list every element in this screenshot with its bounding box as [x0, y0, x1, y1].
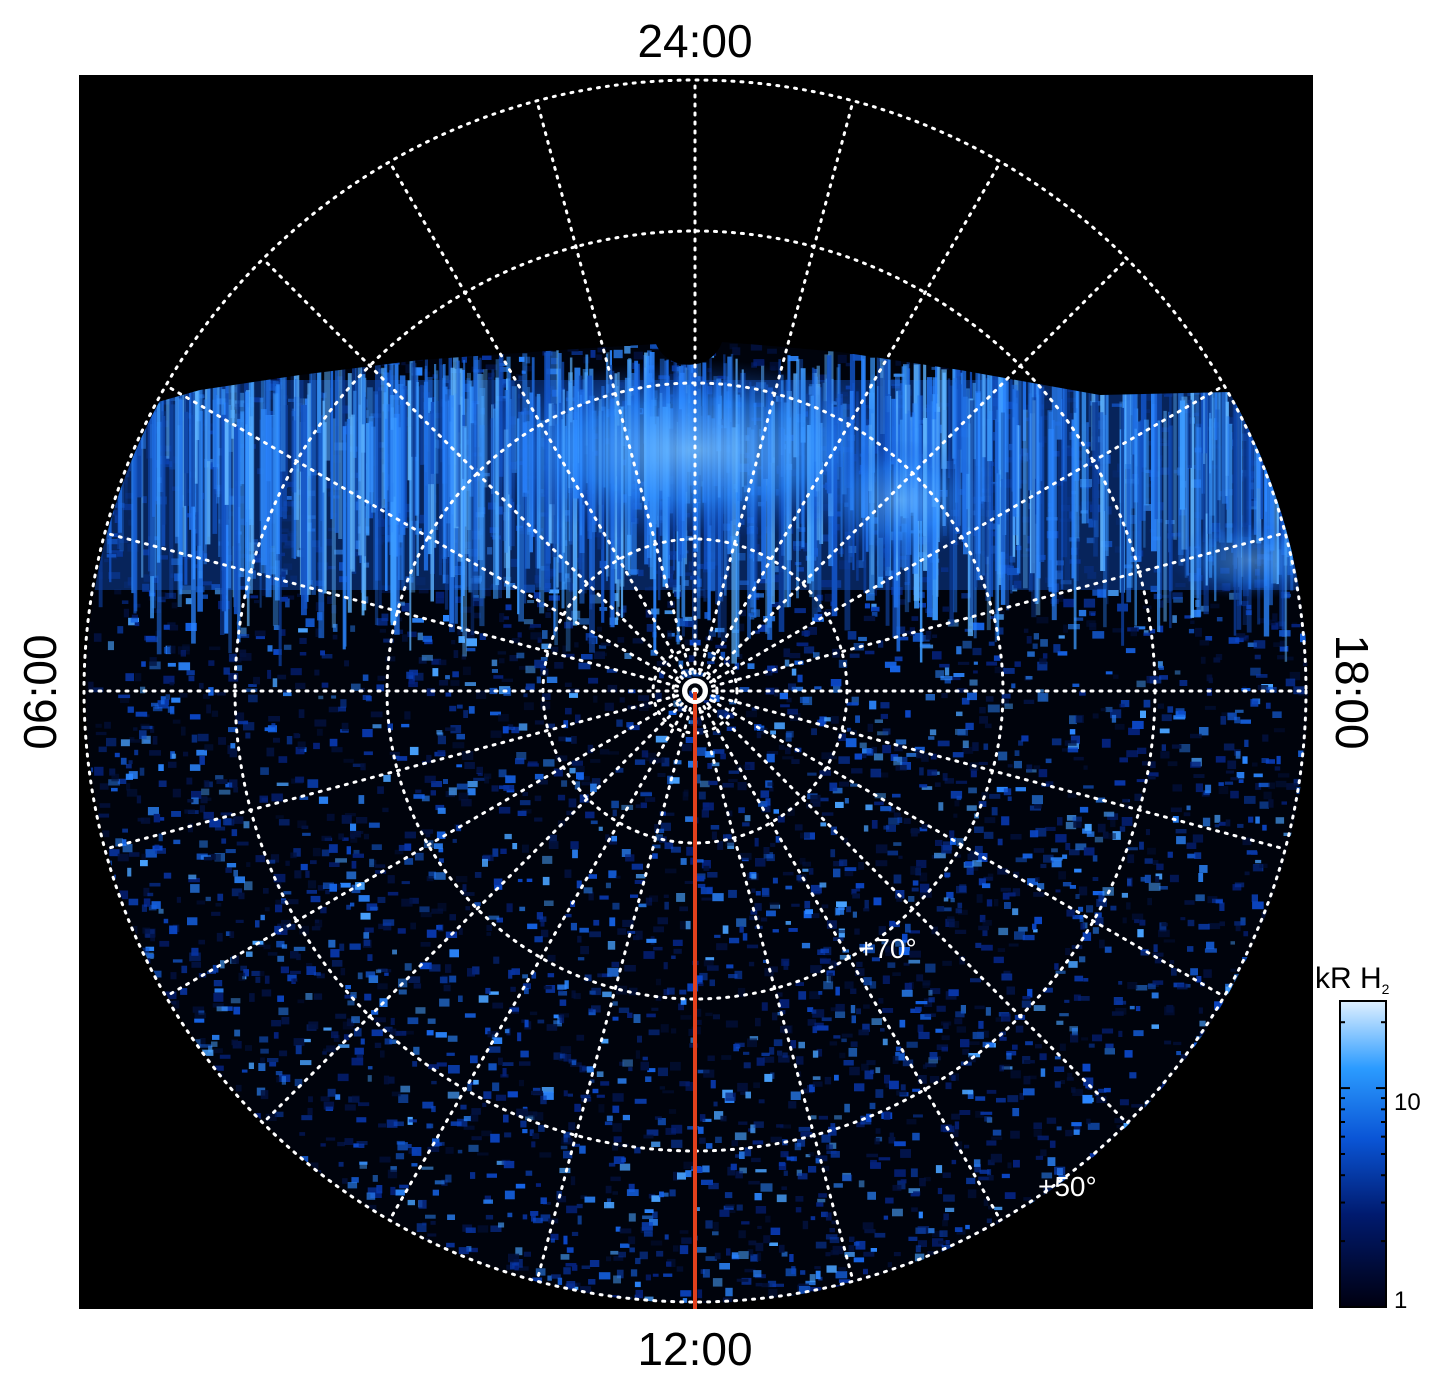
auroral-oval: [86, 350, 1308, 667]
local-time-label-bottom: 12:00: [637, 1323, 752, 1375]
meridian-line: [693, 531, 1287, 693]
local-time-label-top: 24:00: [637, 15, 752, 67]
latitude-label-50: +50°: [1038, 1171, 1097, 1202]
meridian-line: [103, 531, 697, 693]
colorbar: kR H2 10 1: [1315, 962, 1421, 1314]
colorbar-ticks: [1340, 1021, 1386, 1243]
local-time-label-right: 18:00: [1326, 634, 1378, 749]
meridian-line: [103, 689, 697, 851]
latitude-circle: [671, 667, 719, 715]
meridian-line: [261, 257, 697, 693]
local-time-label-left: 06:00: [14, 634, 66, 749]
colorbar-gradient: [1339, 1000, 1387, 1308]
latitude-label-70: +70°: [858, 933, 917, 964]
meridian-line: [693, 689, 855, 1283]
polar-grid: [82, 78, 1308, 1304]
colorbar-tick-label-10: 10: [1394, 1089, 1421, 1116]
latitude-circle: [82, 78, 1308, 1304]
colorbar-tick-label-1: 1: [1394, 1287, 1407, 1314]
meridian-line: [693, 689, 1226, 998]
meridian-line: [388, 689, 697, 1222]
meridian-line: [693, 384, 1226, 693]
meridian-line: [535, 99, 697, 693]
meridian-line: [535, 689, 697, 1283]
colorbar-title-subscript: 2: [1382, 981, 1390, 997]
meridian-line: [388, 160, 697, 693]
meridian-line: [261, 689, 697, 1125]
meridian-line: [693, 689, 1002, 1222]
meridian-line: [693, 257, 1129, 693]
meridian-line: [693, 160, 1002, 693]
meridian-line: [164, 689, 697, 998]
meridian-line: [164, 384, 697, 693]
colorbar-title: kR H2: [1315, 962, 1390, 997]
colorbar-title-main: kR H: [1315, 962, 1382, 995]
meridian-line: [693, 689, 1287, 851]
pole-marker: [682, 678, 708, 704]
meridian-line: [693, 689, 1129, 1125]
meridian-line: [693, 99, 855, 693]
